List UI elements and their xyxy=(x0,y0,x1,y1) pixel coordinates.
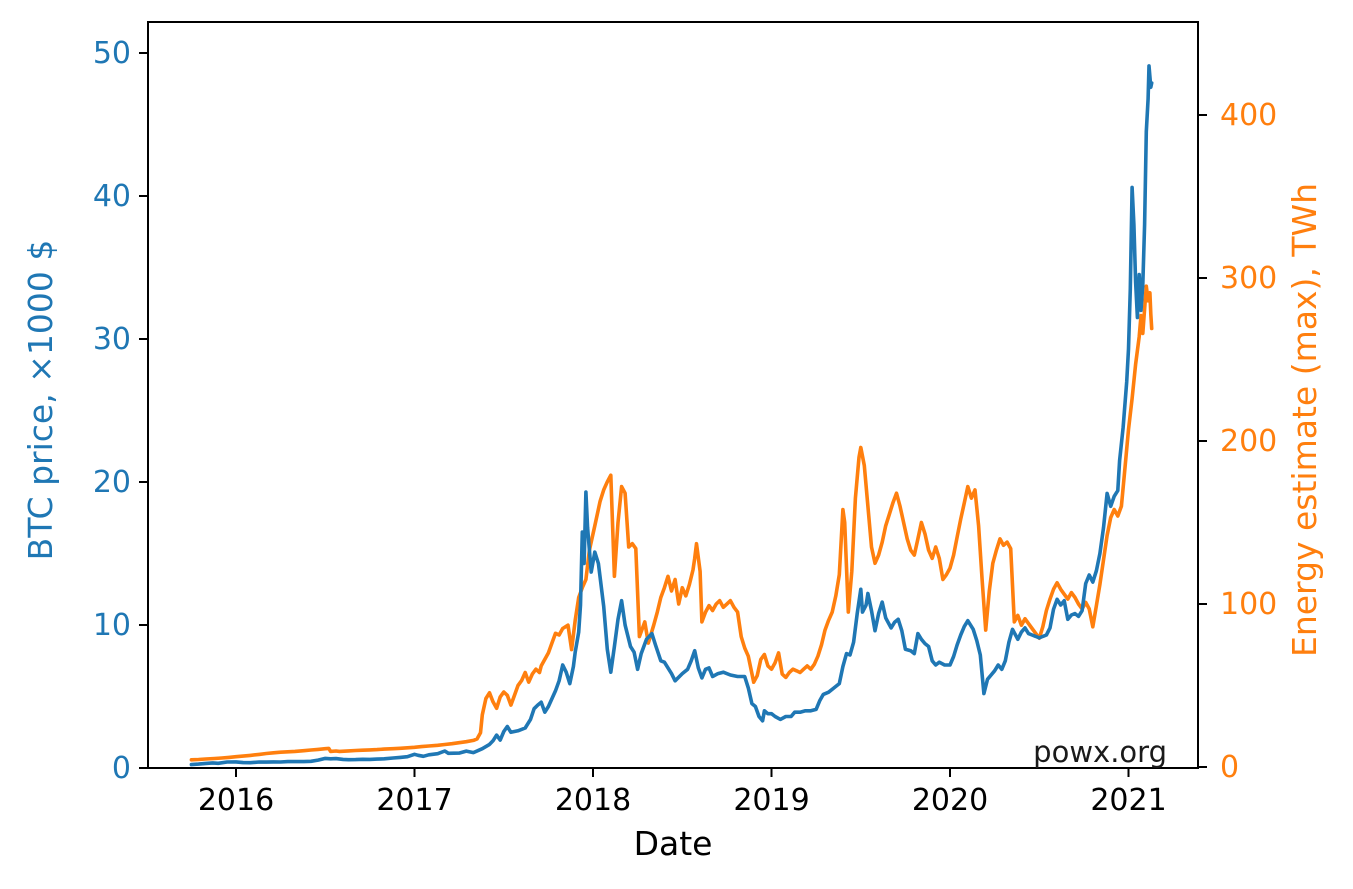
energy-estimate-line xyxy=(189,284,1154,762)
right-y-tick-label: 200 xyxy=(1220,424,1277,459)
right-y-tick-label: 400 xyxy=(1220,98,1277,133)
plot-border xyxy=(147,21,1199,769)
right-y-tick-label: 100 xyxy=(1220,587,1277,622)
x-tick-label: 2016 xyxy=(198,783,274,818)
right-y-tick-label: 300 xyxy=(1220,261,1277,296)
x-tick-label: 2017 xyxy=(376,783,452,818)
x-axis-label: Date xyxy=(634,824,713,863)
left-y-axis-ticks: 0 10 20 30 40 50 xyxy=(93,36,148,786)
left-y-tick-label: 30 xyxy=(93,322,131,357)
x-tick-label: 2019 xyxy=(733,783,809,818)
left-y-tick-label: 50 xyxy=(93,36,131,71)
left-y-tick-label: 0 xyxy=(112,751,131,786)
x-tick-label: 2021 xyxy=(1090,783,1166,818)
btc-price-line xyxy=(189,64,1154,767)
x-tick-label: 2020 xyxy=(912,783,988,818)
right-y-axis-label: Energy estimate (max), TWh xyxy=(1285,183,1324,657)
left-y-tick-label: 40 xyxy=(93,179,131,214)
watermark: powx.org xyxy=(1033,735,1167,769)
right-y-axis-ticks: 0 100 200 300 400 xyxy=(1198,98,1277,785)
x-axis-ticks: 2016 2017 2018 2019 2020 2021 xyxy=(198,768,1167,818)
left-y-tick-label: 20 xyxy=(93,465,131,500)
right-y-tick-label: 0 xyxy=(1220,750,1239,785)
left-y-tick-label: 10 xyxy=(93,608,131,643)
left-y-axis-label: BTC price, ×1000 $ xyxy=(21,240,60,561)
x-tick-label: 2018 xyxy=(555,783,631,818)
